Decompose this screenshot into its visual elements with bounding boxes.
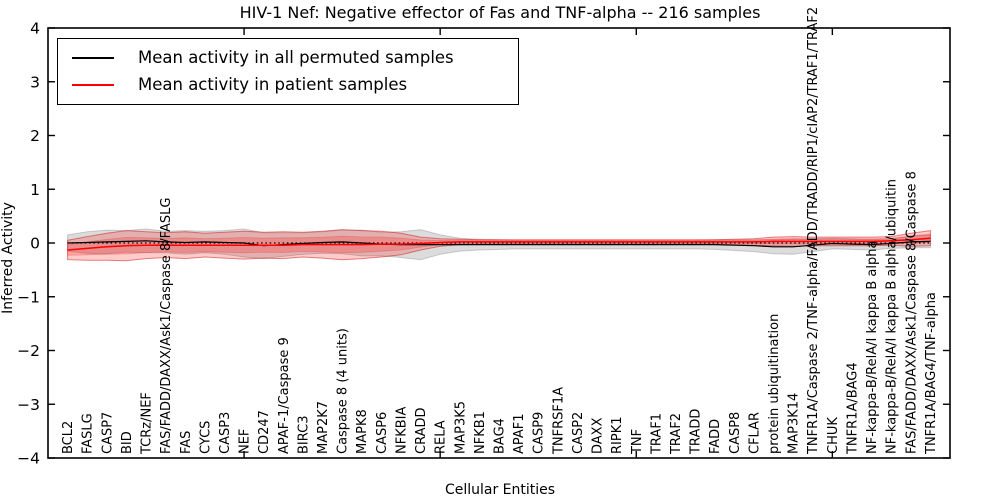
x-category-label: MAPK8 [355, 409, 370, 454]
x-category-label: TNF [630, 429, 645, 455]
x-category-label: TNFR1A/BAG4/TNF-alpha [924, 292, 939, 455]
x-category-label: CHUK [826, 417, 841, 454]
y-tick-label: 1 [30, 181, 40, 199]
x-category-label: NEF [238, 429, 253, 454]
x-category-label: FADD [708, 419, 723, 454]
x-category-label: BAG4 [493, 418, 508, 454]
x-category-label: CASP3 [218, 412, 233, 454]
x-category-label: MAP2K7 [316, 401, 331, 454]
y-tick-label: −1 [17, 288, 40, 306]
chart-title: HIV-1 Nef: Negative effector of Fas and … [239, 3, 761, 22]
x-category-label: BCL2 [61, 421, 76, 454]
x-category-label: TRAF1 [649, 413, 664, 455]
patient-line-swatch [72, 83, 114, 86]
x-category-label: RELA [434, 420, 449, 454]
x-category-label: TRAF2 [669, 413, 684, 455]
x-category-label: BIRC3 [296, 416, 311, 455]
x-category-label: APAF-1/Caspase 9 [277, 337, 292, 454]
x-category-label: CD247 [257, 410, 272, 454]
x-category-label: MAP3K14 [787, 393, 802, 454]
x-category-label: Caspase 8 (4 units) [336, 328, 351, 454]
permuted-line-swatch [72, 56, 114, 59]
x-category-label: CASP7 [100, 412, 115, 454]
legend-entry-patient: Mean activity in patient samples [58, 71, 518, 98]
x-category-label: FAS/FADD/DAXX/Ask1/Caspase 8/Caspase 8 [904, 171, 919, 454]
x-category-label: NFKB1 [473, 411, 488, 454]
x-category-label: APAF1 [512, 413, 527, 454]
y-tick-label: 3 [30, 73, 40, 91]
x-category-label: BID [120, 431, 135, 454]
x-category-label: NFKBIA [394, 407, 409, 454]
y-tick-label: 0 [30, 235, 40, 253]
y-tick-label: 2 [30, 127, 40, 145]
x-category-label: TNFR1A/BAG4 [845, 362, 860, 455]
x-category-label: FASLG [81, 413, 96, 454]
x-category-label: CYCS [198, 421, 213, 454]
x-category-label: CASP6 [375, 412, 390, 454]
x-category-label: CASP8 [728, 412, 743, 454]
x-category-label: FAS/FADD/DAXX/Ask1/Caspase 8/FASLG [159, 198, 174, 454]
x-category-label: RIPK1 [610, 416, 625, 454]
x-category-label: DAXX [591, 417, 606, 454]
x-category-label: TCRz/NEF [140, 392, 155, 455]
x-category-label: MAP3K5 [453, 401, 468, 454]
y-tick-label: −3 [17, 396, 40, 414]
x-category-label: NF-kappa-B/RelA/I kappa B alpha/ubiquiti… [885, 179, 900, 454]
x-category-label: TRADD [689, 409, 704, 455]
legend-entry-permuted: Mean activity in all permuted samples [58, 44, 518, 71]
legend-label: Mean activity in all permuted samples [138, 48, 454, 67]
y-tick-label: −4 [17, 450, 40, 468]
x-category-label: NF-kappa-B/RelA/I kappa B alpha [865, 241, 880, 454]
x-category-label: protein ubiquitination [767, 314, 782, 454]
legend: Mean activity in all permuted samples Me… [57, 38, 519, 105]
y-tick-label: −2 [17, 342, 40, 360]
x-axis-label: Cellular Entities [444, 482, 556, 498]
x-category-label: CASP2 [571, 412, 586, 454]
x-category-label: FAS [179, 431, 194, 454]
x-category-label: CRADD [414, 408, 429, 455]
x-category-label: TNFRSF1A [551, 387, 566, 455]
y-tick-label: 4 [30, 20, 40, 38]
x-category-label: CASP9 [532, 412, 547, 454]
legend-label: Mean activity in patient samples [138, 75, 408, 94]
x-category-label: CFLAR [747, 412, 762, 454]
x-category-label: TNFR1A/Caspase 2/TNF-alpha/FADD/TRADD/RI… [806, 7, 821, 455]
